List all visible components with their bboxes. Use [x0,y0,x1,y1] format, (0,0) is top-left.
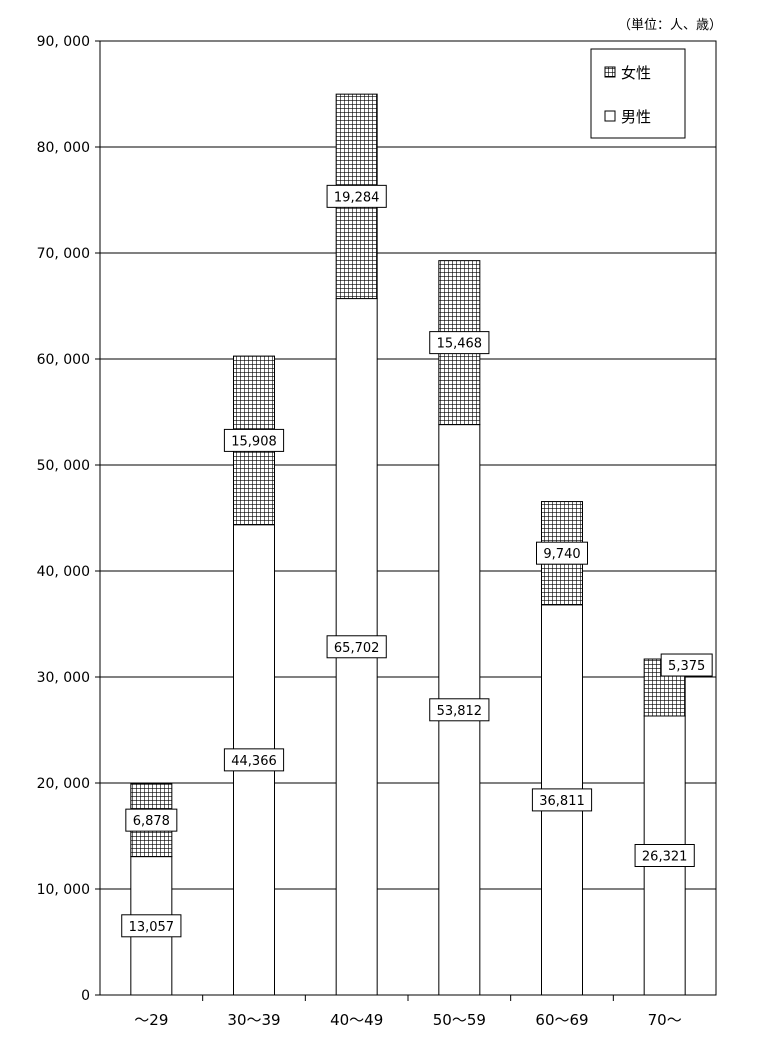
data-label-male-box [121,914,182,938]
x-tick-label: 40〜49 [330,1011,383,1029]
data-label-male-box [429,698,490,722]
legend-swatch-female [604,66,616,78]
data-label-male: 36,811 [539,794,585,809]
x-tick-label: 50〜59 [433,1011,486,1029]
x-tick-label: 30〜39 [227,1011,280,1029]
unit-note: （単位：人、歳） [617,18,722,33]
data-label-female-box [326,184,387,208]
x-tick-label: 60〜69 [535,1011,588,1029]
data-label-female: 9,740 [543,547,580,562]
data-label-female: 5,375 [668,659,705,674]
legend-label-female: 女性 [621,64,651,82]
y-tick-label: 40, 000 [37,564,90,580]
data-label-male-box [223,748,285,772]
y-tick-label: 80, 000 [37,140,90,156]
data-label-female: 15,468 [437,337,483,352]
data-label-male-box [326,635,387,659]
legend-box [590,48,686,139]
data-label-male: 44,366 [231,754,277,769]
y-tick-label: 30, 000 [37,670,90,686]
x-tick-label: 70〜 [648,1011,682,1029]
y-tick-label: 20, 000 [37,776,90,792]
data-label-female-box [223,428,285,452]
y-tick-label: 90, 000 [37,34,90,50]
y-tick-label: 0 [81,988,90,1004]
data-label-female: 15,908 [231,434,277,449]
data-label-male: 65,702 [334,641,380,656]
y-tick-label: 50, 000 [37,458,90,474]
y-tick-label: 60, 000 [37,352,90,368]
data-label-female-box [536,541,588,565]
data-label-female-box [660,653,713,677]
y-tick-label: 70, 000 [37,246,90,262]
plot-frame [99,40,717,996]
data-label-female-box [125,808,178,832]
legend-label-male: 男性 [621,108,651,126]
data-label-male: 13,057 [129,920,175,935]
data-label-female: 19,284 [334,190,380,205]
data-label-female-box [429,331,490,355]
data-label-male-box [634,843,695,867]
data-label-male: 26,321 [642,849,688,864]
y-tick-label: 10, 000 [37,882,90,898]
data-label-male: 53,812 [437,704,483,719]
legend-swatch-male [604,110,616,122]
data-label-male-box [531,788,593,812]
data-label-female: 6,878 [133,814,170,829]
x-tick-label: 〜29 [134,1011,168,1029]
